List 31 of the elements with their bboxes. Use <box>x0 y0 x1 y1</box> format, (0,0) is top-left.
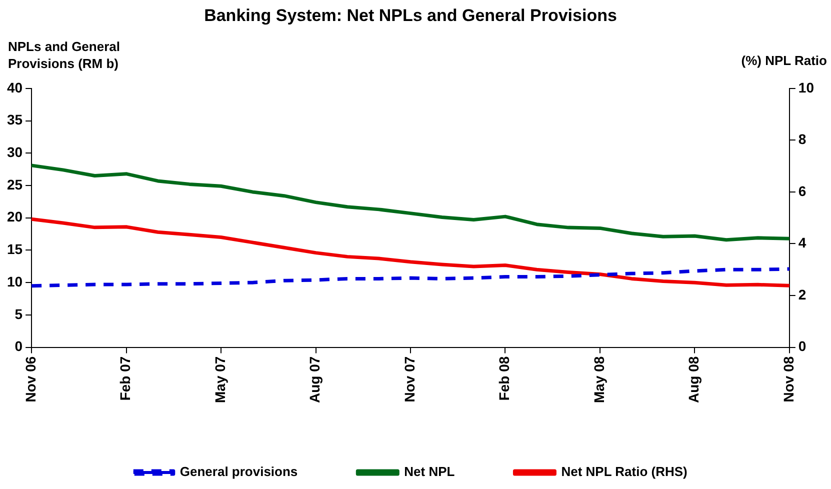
y-tick-label: 10 <box>6 273 23 290</box>
x-tick-label: Nov 07 <box>401 356 418 402</box>
y-tick-label: 20 <box>6 208 23 225</box>
y-axis-title: NPLs and General Provisions (RM b) <box>8 38 121 72</box>
x-tick-label: Aug 07 <box>306 356 323 403</box>
y-tick-label: 5 <box>14 306 23 322</box>
y-tick-label: 30 <box>6 144 23 160</box>
x-tick-label: Feb 07 <box>117 356 134 401</box>
y2-tick-label: 0 <box>798 338 806 354</box>
y-tick-label: 0 <box>14 338 23 354</box>
y2-tick-label: 2 <box>798 286 806 302</box>
y-tick-label: 25 <box>6 176 23 192</box>
legend-label: General provisions <box>180 464 298 480</box>
y2-tick-label: 8 <box>798 131 806 148</box>
x-tick-label: Aug 08 <box>686 356 702 403</box>
y-tick-label: 40 <box>6 79 23 96</box>
x-tick-label: Nov 08 <box>780 356 796 402</box>
line-series <box>30 267 792 288</box>
chart-title: Banking System: Net NPLs and General Provisions <box>204 6 617 25</box>
x-tick-label: Nov 06 <box>22 356 38 402</box>
legend-label: Net NPL <box>404 464 455 480</box>
y2-tick-label: 6 <box>798 182 806 199</box>
y-tick-label: 15 <box>6 241 23 258</box>
y2-tick-label: 4 <box>798 234 806 251</box>
y2-axis-title: (%) NPL Ratio <box>741 52 827 69</box>
x-tick-label: May 08 <box>590 356 607 404</box>
x-tick-label: Feb 08 <box>496 356 512 401</box>
y-tick-label: 35 <box>6 112 23 128</box>
y2-tick-label: 10 <box>798 79 814 96</box>
x-tick-label: May 07 <box>212 356 228 404</box>
legend-label: Net NPL Ratio (RHS) <box>561 464 688 480</box>
